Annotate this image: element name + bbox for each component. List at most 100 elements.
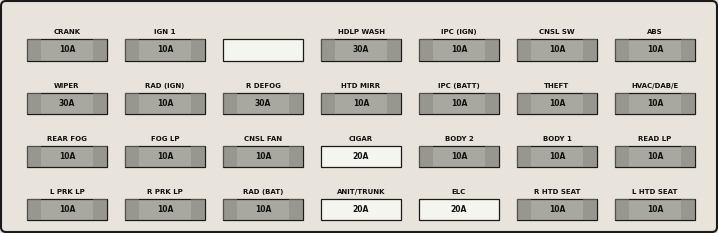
Text: 10A: 10A	[549, 205, 565, 214]
Bar	[27, 199, 41, 220]
Text: IPC (BATT): IPC (BATT)	[438, 83, 480, 89]
Text: 10A: 10A	[451, 45, 467, 55]
Bar	[583, 199, 597, 220]
Bar	[517, 199, 531, 220]
Bar	[681, 146, 695, 167]
FancyBboxPatch shape	[321, 146, 401, 167]
Text: 10A: 10A	[549, 152, 565, 161]
Bar	[321, 39, 335, 61]
Text: BODY 2: BODY 2	[444, 136, 473, 142]
Text: 10A: 10A	[451, 99, 467, 108]
Bar	[125, 199, 139, 220]
FancyBboxPatch shape	[419, 199, 499, 220]
Text: 30A: 30A	[353, 45, 369, 55]
Text: 10A: 10A	[157, 45, 173, 55]
Bar	[289, 146, 303, 167]
Bar	[27, 39, 41, 61]
FancyBboxPatch shape	[321, 93, 401, 114]
Bar	[615, 93, 629, 114]
Text: R HTD SEAT: R HTD SEAT	[533, 189, 580, 195]
Bar	[93, 93, 107, 114]
Bar	[517, 146, 531, 167]
FancyBboxPatch shape	[125, 39, 205, 61]
Text: 10A: 10A	[157, 152, 173, 161]
Text: REAR FOG: REAR FOG	[47, 136, 87, 142]
Text: ANIT/TRUNK: ANIT/TRUNK	[337, 189, 386, 195]
Text: THEFT: THEFT	[544, 83, 569, 89]
Text: 10A: 10A	[451, 152, 467, 161]
Text: CIGAR: CIGAR	[349, 136, 373, 142]
FancyBboxPatch shape	[125, 146, 205, 167]
FancyBboxPatch shape	[223, 93, 303, 114]
Bar	[485, 39, 499, 61]
Bar	[485, 146, 499, 167]
FancyBboxPatch shape	[27, 199, 107, 220]
FancyBboxPatch shape	[27, 39, 107, 61]
Text: 20A: 20A	[353, 152, 369, 161]
Bar	[583, 146, 597, 167]
Text: 10A: 10A	[157, 99, 173, 108]
Text: R PRK LP: R PRK LP	[147, 189, 183, 195]
Text: 20A: 20A	[451, 205, 467, 214]
Bar	[223, 199, 237, 220]
Text: CNSL FAN: CNSL FAN	[244, 136, 282, 142]
Text: 30A: 30A	[59, 99, 75, 108]
Text: 10A: 10A	[647, 152, 663, 161]
Text: 10A: 10A	[59, 152, 75, 161]
FancyBboxPatch shape	[223, 39, 303, 61]
Text: WIPER: WIPER	[55, 83, 80, 89]
Bar	[191, 199, 205, 220]
Text: 10A: 10A	[353, 99, 369, 108]
Text: HDLP WASH: HDLP WASH	[337, 29, 385, 35]
Bar	[93, 199, 107, 220]
Text: ABS: ABS	[647, 29, 663, 35]
Bar	[289, 199, 303, 220]
Bar	[223, 93, 237, 114]
FancyBboxPatch shape	[419, 146, 499, 167]
Bar	[517, 39, 531, 61]
Text: L HTD SEAT: L HTD SEAT	[633, 189, 678, 195]
Bar	[191, 39, 205, 61]
Bar	[681, 39, 695, 61]
Bar	[615, 39, 629, 61]
Text: 10A: 10A	[255, 205, 271, 214]
Bar	[289, 93, 303, 114]
Text: IPC (IGN): IPC (IGN)	[441, 29, 477, 35]
FancyBboxPatch shape	[27, 93, 107, 114]
Text: L PRK LP: L PRK LP	[50, 189, 85, 195]
Bar	[93, 146, 107, 167]
Bar	[387, 39, 401, 61]
Text: R DEFOG: R DEFOG	[246, 83, 281, 89]
FancyBboxPatch shape	[125, 93, 205, 114]
FancyBboxPatch shape	[615, 39, 695, 61]
Text: 30A: 30A	[255, 99, 271, 108]
Text: RAD (BAT): RAD (BAT)	[243, 189, 283, 195]
FancyBboxPatch shape	[615, 146, 695, 167]
Bar	[93, 39, 107, 61]
FancyBboxPatch shape	[125, 199, 205, 220]
Bar	[125, 146, 139, 167]
FancyBboxPatch shape	[517, 39, 597, 61]
FancyBboxPatch shape	[27, 146, 107, 167]
Text: CNSL SW: CNSL SW	[539, 29, 575, 35]
Text: RAD (IGN): RAD (IGN)	[145, 83, 185, 89]
Text: 10A: 10A	[59, 205, 75, 214]
Bar	[27, 93, 41, 114]
FancyBboxPatch shape	[517, 146, 597, 167]
FancyBboxPatch shape	[419, 93, 499, 114]
Bar	[191, 93, 205, 114]
FancyBboxPatch shape	[223, 146, 303, 167]
FancyBboxPatch shape	[615, 93, 695, 114]
Text: 10A: 10A	[647, 45, 663, 55]
Bar	[419, 39, 433, 61]
Bar	[615, 199, 629, 220]
Bar	[485, 93, 499, 114]
Bar	[419, 146, 433, 167]
Text: ELC: ELC	[452, 189, 466, 195]
Text: 10A: 10A	[549, 99, 565, 108]
FancyBboxPatch shape	[615, 199, 695, 220]
Bar	[223, 146, 237, 167]
Bar	[681, 93, 695, 114]
Text: 10A: 10A	[647, 205, 663, 214]
Bar	[125, 39, 139, 61]
